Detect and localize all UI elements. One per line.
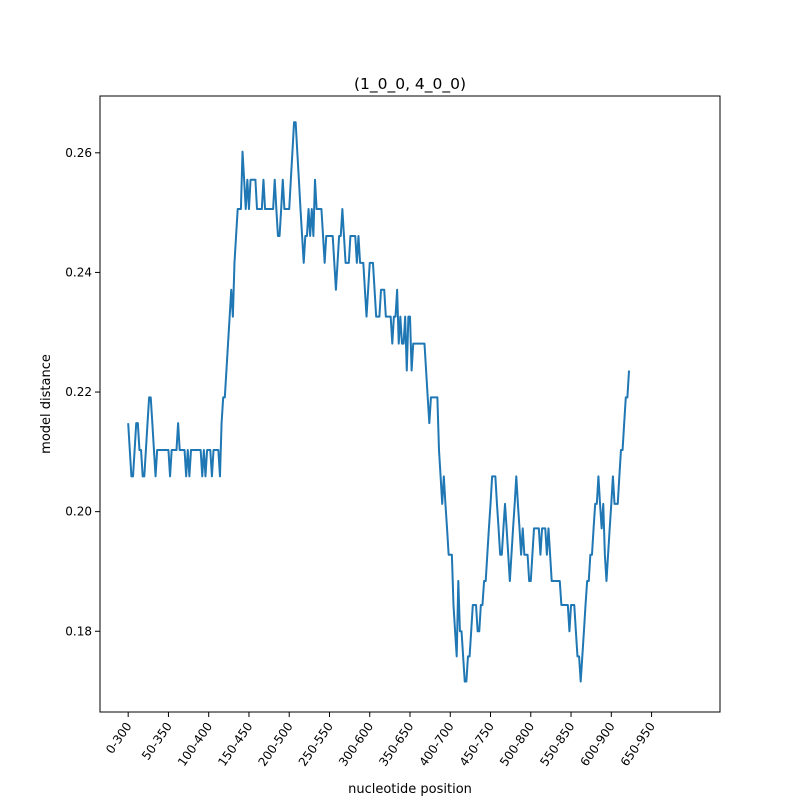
y-tick-label: 0.26 <box>65 146 92 160</box>
y-tick-label: 0.18 <box>65 624 92 638</box>
chart-title: (1_0_0, 4_0_0) <box>354 75 466 94</box>
y-axis-label: model distance <box>39 354 54 454</box>
y-axis: 0.18 0.20 0.22 0.24 0.26 <box>65 146 100 638</box>
x-axis-label: nucleotide position <box>348 782 472 797</box>
y-tick-label: 0.22 <box>65 385 92 399</box>
y-tick-label: 0.24 <box>65 265 92 279</box>
plot-area <box>127 121 631 683</box>
y-tick-label: 0.20 <box>65 505 92 519</box>
series-line-0 <box>127 121 631 683</box>
